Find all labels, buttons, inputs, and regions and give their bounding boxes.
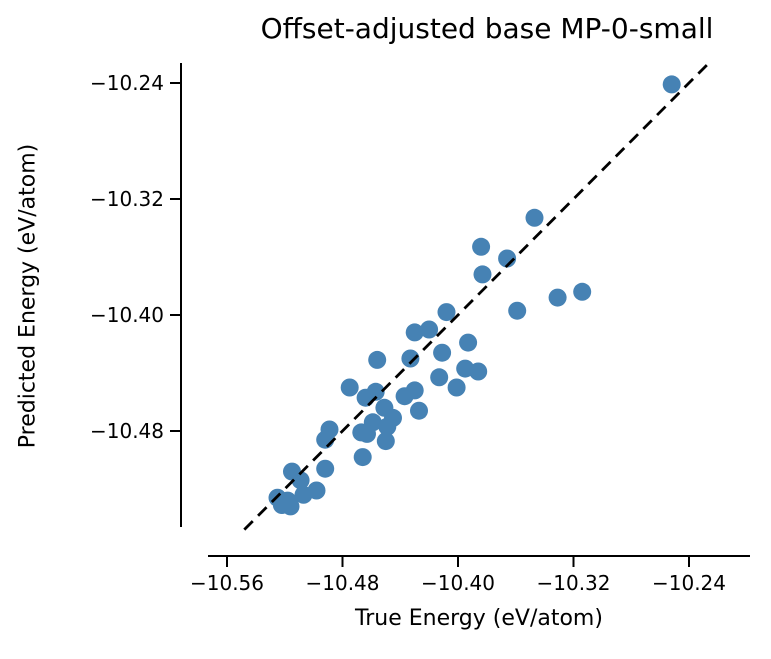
data-point	[548, 288, 567, 307]
x-axis-label: True Energy (eV/atom)	[355, 606, 603, 631]
y-tick-label: −10.32	[90, 187, 164, 211]
x-tick-label: −10.40	[421, 571, 495, 595]
data-point	[358, 424, 376, 443]
data-point	[662, 75, 681, 94]
data-point	[573, 282, 592, 301]
data-point	[353, 448, 372, 467]
data-point	[405, 323, 424, 342]
data-point	[316, 430, 335, 449]
data-point	[376, 432, 395, 451]
data-point	[281, 497, 300, 516]
x-tick-label: −10.56	[190, 571, 264, 595]
data-point	[525, 208, 544, 227]
data-point	[472, 237, 491, 256]
data-point	[420, 320, 439, 339]
y-tick-label: −10.40	[90, 303, 164, 327]
data-point	[401, 349, 420, 368]
data-point	[447, 378, 466, 397]
y-tick-label: −10.24	[90, 71, 164, 95]
x-tick-label: −10.48	[305, 571, 379, 595]
data-point	[316, 459, 335, 478]
data-point	[433, 343, 452, 362]
data-point	[459, 333, 478, 352]
data-point	[291, 471, 310, 490]
x-tick-label: −10.24	[652, 571, 726, 595]
data-point	[437, 303, 456, 322]
data-point	[473, 265, 492, 284]
y-tick-label: −10.48	[90, 419, 164, 443]
data-point	[366, 382, 385, 401]
data-point	[368, 350, 387, 369]
data-point	[405, 381, 424, 400]
data-point	[508, 301, 527, 320]
data-point	[294, 485, 313, 504]
chart-title: Offset-adjusted base MP-0-small	[260, 12, 714, 45]
x-tick-label: −10.32	[536, 571, 610, 595]
data-point	[340, 378, 359, 397]
data-point	[410, 401, 428, 420]
data-point	[378, 417, 397, 436]
data-point	[469, 362, 488, 381]
identity-line	[243, 61, 711, 531]
data-point	[430, 368, 449, 387]
